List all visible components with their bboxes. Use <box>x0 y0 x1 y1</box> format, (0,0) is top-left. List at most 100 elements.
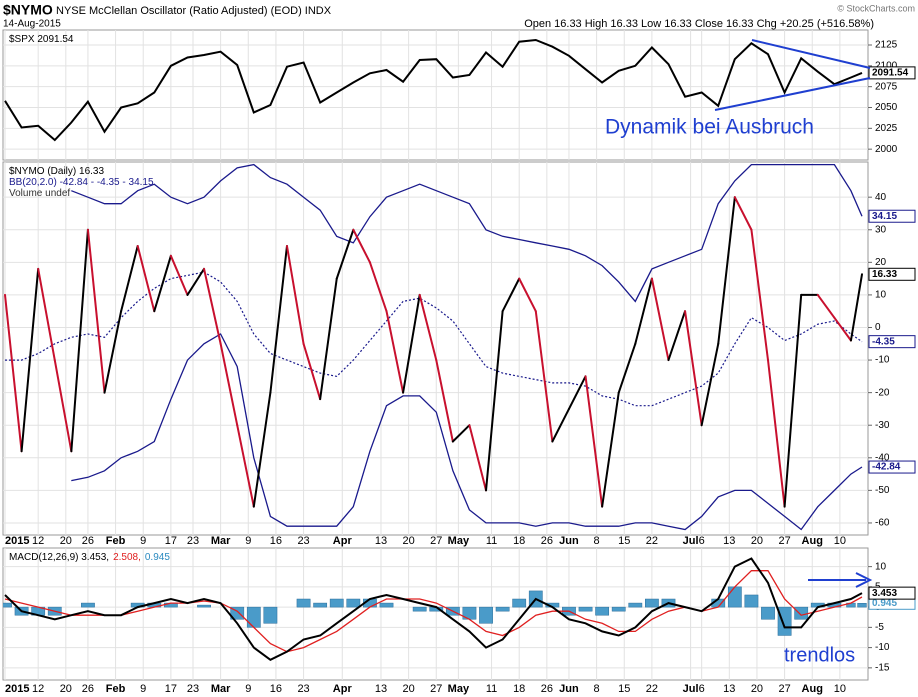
x-tick-label: 13 <box>723 683 735 695</box>
line-segment <box>650 277 670 362</box>
x-tick-label: 10 <box>834 535 846 547</box>
line-segment <box>4 293 23 453</box>
x-tick-label: 15 <box>618 683 630 695</box>
histogram-bar <box>296 598 311 608</box>
x-tick-label: 27 <box>430 535 442 547</box>
x-tick-label: 8 <box>594 535 600 547</box>
line-segment <box>684 310 703 427</box>
histogram-bar <box>3 602 12 608</box>
histogram-bar <box>412 606 427 612</box>
value-tag-label: 2091.54 <box>872 68 909 79</box>
x-tick-label: 18 <box>513 683 525 695</box>
x-tick-label: 13 <box>375 535 387 547</box>
x-tick-label: Aug <box>802 683 823 695</box>
histogram-bar <box>313 602 328 608</box>
date: 14-Aug-2015 <box>3 19 61 30</box>
y-tick-label: -10 <box>875 642 890 653</box>
histogram-bar <box>645 598 659 608</box>
y-tick-label: 40 <box>875 192 887 203</box>
x-tick-label: 17 <box>165 535 177 547</box>
x-tick-label: 15 <box>618 535 630 547</box>
line-segment <box>402 293 421 394</box>
histogram-bar <box>379 602 394 608</box>
line-segment <box>37 267 56 362</box>
series-line <box>4 38 863 142</box>
value-tag-label: -4.35 <box>872 336 895 347</box>
line-segment <box>733 196 753 231</box>
line-segment <box>518 277 537 313</box>
x-tick-label: 26 <box>82 535 94 547</box>
x-tick-label: 11 <box>486 535 497 547</box>
x-tick-label: 2015 <box>5 535 29 547</box>
x-tick-label: 20 <box>751 683 763 695</box>
value-tag <box>868 209 916 223</box>
value-tag <box>868 267 916 281</box>
y-tick-label: 20 <box>875 257 887 268</box>
series-group <box>3 557 867 661</box>
line-segment <box>153 254 172 313</box>
line-segment <box>567 375 587 410</box>
line-segment <box>551 407 570 443</box>
x-tick-label: Mar <box>211 683 231 695</box>
x-tick-label: Feb <box>106 535 126 547</box>
symbol: $NYMO <box>3 2 53 18</box>
x-tick-label: 9 <box>245 683 251 695</box>
series-line <box>71 163 863 303</box>
line-segment <box>634 277 653 345</box>
x-tick-label: 6 <box>699 683 705 695</box>
arrow-head <box>855 572 873 588</box>
x-tick-label: 20 <box>402 535 414 547</box>
x-tick-label: Apr <box>333 535 353 547</box>
histogram-bar <box>578 606 593 612</box>
value-tag-label: 0.945 <box>872 598 897 609</box>
legend-text: 0.945 <box>145 552 170 563</box>
value-tag-label: 3.453 <box>872 588 897 599</box>
histogram-bar <box>595 606 610 616</box>
x-tick-label: 26 <box>82 683 94 695</box>
line-segment <box>816 293 836 319</box>
x-tick-label: Mar <box>211 535 231 547</box>
y-tick-label: 2025 <box>875 123 898 134</box>
x-tick-label: May <box>448 535 470 547</box>
histogram-bar <box>495 606 510 612</box>
x-tick-label: 26 <box>541 535 553 547</box>
annotation: trendlos <box>784 644 855 666</box>
line-segment <box>319 277 338 401</box>
x-tick-label: 20 <box>751 535 763 547</box>
legend-entry: $SPX 2091.54 <box>9 34 74 45</box>
legend-entry: Volume undef <box>9 188 70 199</box>
legend-text: $NYMO (Daily) 16.33 <box>9 166 104 177</box>
y-tick-label: -50 <box>875 485 890 496</box>
panel-frame <box>2 29 869 161</box>
line-segment <box>70 228 89 453</box>
histogram-bar <box>611 606 626 612</box>
line-segment <box>86 228 106 394</box>
y-tick-label: -20 <box>875 387 890 398</box>
line-segment <box>700 342 720 427</box>
line-segment <box>53 359 73 453</box>
line-segment <box>252 391 272 508</box>
value-tag <box>868 335 916 349</box>
y-tick-label: 2050 <box>875 102 898 113</box>
x-tick-label: 23 <box>187 683 199 695</box>
value-tag <box>868 460 916 474</box>
histogram-bar <box>727 586 742 608</box>
histogram-bar <box>263 606 278 624</box>
line-segment <box>352 228 371 264</box>
legend-text: Volume undef <box>9 188 70 199</box>
line-segment <box>418 293 438 362</box>
line-segment <box>617 342 637 394</box>
line-segment <box>269 245 288 394</box>
x-tick-label: 2015 <box>5 683 29 695</box>
x-tick-label: May <box>448 683 470 695</box>
y-tick-label: 2075 <box>875 81 898 92</box>
line-segment <box>485 310 504 492</box>
histogram-bar <box>81 602 95 608</box>
panel-frame <box>2 161 869 536</box>
y-tick-label: 2125 <box>875 40 898 51</box>
x-tick-label: 12 <box>32 683 44 695</box>
histogram-bar <box>794 606 809 620</box>
line-segment <box>849 273 863 342</box>
y-tick-label: -40 <box>875 452 890 463</box>
y-tick-label: -15 <box>875 662 890 673</box>
